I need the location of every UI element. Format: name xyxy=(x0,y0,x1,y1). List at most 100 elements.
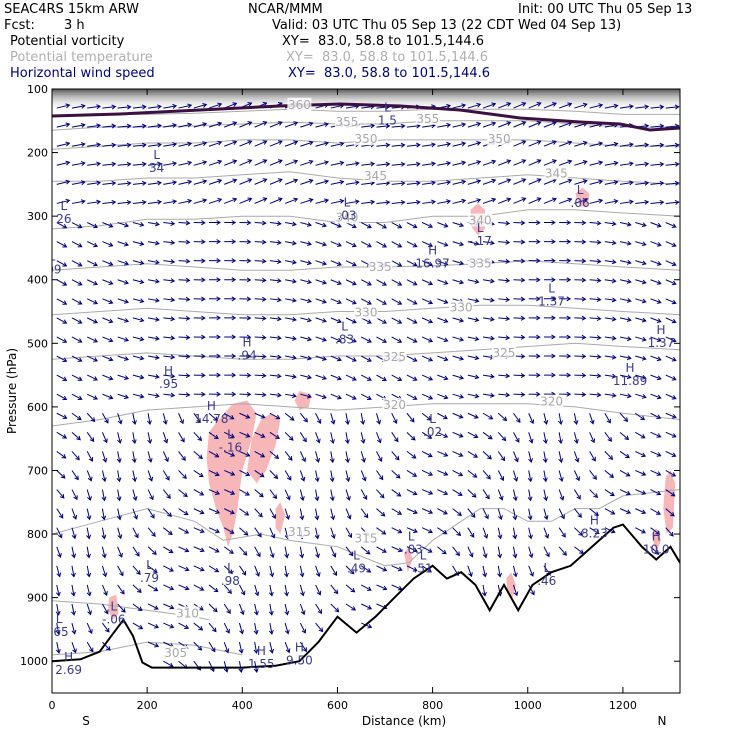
wind-vector-head xyxy=(551,197,557,203)
wind-vector xyxy=(148,355,160,360)
wind-vector-head xyxy=(415,180,421,186)
wind-vector-shaft xyxy=(239,584,245,595)
wind-vector xyxy=(300,222,312,227)
wind-vector-shaft xyxy=(589,393,601,396)
wind-vector-head xyxy=(397,281,403,286)
wind-vector-shaft xyxy=(558,122,572,128)
wind-vector-head xyxy=(232,197,238,203)
wind-vector-head xyxy=(276,392,282,398)
wind-vector xyxy=(117,393,130,400)
y-tick-label: 600 xyxy=(27,401,48,414)
wind-vector xyxy=(574,546,584,554)
wind-vector-head xyxy=(581,334,587,340)
wind-vector xyxy=(512,489,518,502)
wind-vector-head xyxy=(641,222,647,228)
wind-vector xyxy=(482,470,491,480)
wind-vector xyxy=(497,451,506,462)
wind-vector xyxy=(497,508,503,521)
wind-vector-shaft xyxy=(102,163,116,166)
wind-vector xyxy=(345,199,360,205)
wind-vector-shaft xyxy=(269,508,276,519)
wind-vector-shaft xyxy=(376,336,387,343)
wind-vector-head xyxy=(474,317,480,323)
wind-vector-head xyxy=(536,102,542,107)
wind-vector-shaft xyxy=(437,431,448,438)
wind-vector xyxy=(269,412,281,420)
wind-vector-head xyxy=(400,161,406,167)
wind-vector-shaft xyxy=(467,180,481,185)
wind-vector-head xyxy=(428,376,434,381)
wind-vector-shaft xyxy=(254,412,265,419)
wind-vector-shaft xyxy=(406,374,417,381)
wind-vector-head xyxy=(108,261,114,266)
wind-vector-shaft xyxy=(513,121,526,128)
wind-vector-shaft xyxy=(650,336,661,342)
wind-vector-shaft xyxy=(269,546,274,558)
theta-contour-325 xyxy=(52,342,680,360)
wind-vector-head xyxy=(284,553,290,559)
wind-vector xyxy=(284,121,299,128)
wind-vector-shaft xyxy=(376,527,386,535)
wind-vector-head xyxy=(276,316,282,322)
wind-vector-shaft xyxy=(56,508,64,519)
wind-vector-head xyxy=(165,475,170,481)
wind-vector xyxy=(269,508,276,520)
wind-vector-shaft xyxy=(391,260,402,267)
wind-vector-shaft xyxy=(300,222,312,226)
wind-vector-shaft xyxy=(315,470,319,482)
wind-vector-shaft xyxy=(452,104,466,109)
wind-vector xyxy=(361,355,372,362)
wind-vector-head xyxy=(581,372,587,378)
wind-vector-shaft xyxy=(254,431,265,438)
wind-vector-shaft xyxy=(299,470,305,482)
wind-vector-head xyxy=(544,533,550,539)
wind-vector xyxy=(589,198,604,204)
y-tick-label: 800 xyxy=(27,528,48,541)
wind-vector-head xyxy=(80,103,86,109)
wind-vector-head xyxy=(292,297,297,303)
wind-vector xyxy=(102,260,114,266)
wind-vector-head xyxy=(246,258,252,264)
wind-vector-head xyxy=(306,260,312,266)
wind-vector-head xyxy=(551,334,556,340)
wind-vector xyxy=(391,451,400,461)
wind-vector-head xyxy=(474,240,480,246)
wind-vector-head xyxy=(292,259,297,265)
wind-vector xyxy=(437,450,449,457)
wind-vector-shaft xyxy=(330,279,342,285)
wind-vector-shaft xyxy=(208,527,220,533)
wind-vector-head xyxy=(485,494,490,500)
wind-vector xyxy=(300,374,312,380)
wind-vector-shaft xyxy=(193,546,205,552)
wind-vector xyxy=(132,470,137,483)
wind-vector-head xyxy=(80,161,86,166)
pv-shaded-region xyxy=(108,594,119,620)
wind-vector xyxy=(269,489,278,500)
wind-vector-head xyxy=(483,534,489,539)
extremum-value: 10.0 xyxy=(643,542,670,556)
extremum-value: 26 xyxy=(56,212,71,226)
wind-vector xyxy=(467,355,480,361)
wind-vector xyxy=(330,527,336,540)
wind-vector-head xyxy=(396,492,402,497)
wind-vector-head xyxy=(598,198,604,204)
wind-vector-shaft xyxy=(269,470,278,479)
wind-vector-head xyxy=(461,103,467,109)
wind-vector-shaft xyxy=(71,584,75,596)
wind-vector xyxy=(253,642,259,654)
wind-vector-shaft xyxy=(178,374,190,377)
wind-vector-head xyxy=(104,609,109,615)
wind-vector-shaft xyxy=(512,546,517,558)
wind-vector-shaft xyxy=(148,317,160,321)
wind-vector-head xyxy=(96,142,102,148)
wind-vector xyxy=(193,431,202,442)
wind-vector xyxy=(589,179,604,185)
wind-vector-shaft xyxy=(254,279,266,281)
wind-vector-head xyxy=(521,159,527,164)
wind-vector xyxy=(299,412,308,423)
wind-vector-head xyxy=(551,102,557,107)
wind-vector-head xyxy=(351,299,357,305)
wind-vector xyxy=(513,178,527,185)
wind-vector-head xyxy=(366,568,372,573)
wind-vector-shaft xyxy=(619,260,631,264)
